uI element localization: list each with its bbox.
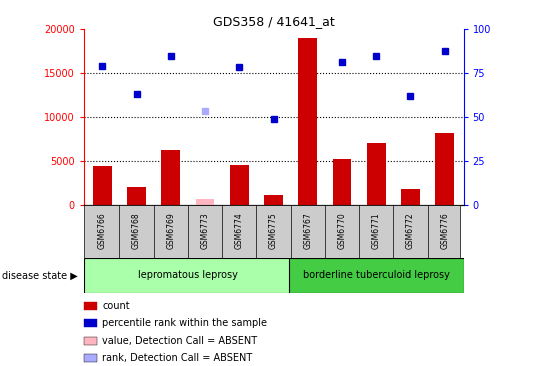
Bar (127, 187, 146, 205)
Text: GSM6767: GSM6767 (303, 212, 312, 249)
Text: disease state ▶: disease state ▶ (2, 270, 78, 280)
Bar (289, 258, 464, 293)
Text: GSM6770: GSM6770 (337, 212, 347, 249)
Text: rank, Detection Call = ABSENT: rank, Detection Call = ABSENT (102, 353, 253, 363)
Text: borderline tuberculoid leprosy: borderline tuberculoid leprosy (303, 270, 450, 280)
Bar (299, 38, 317, 205)
Text: GSM6772: GSM6772 (406, 212, 415, 249)
Bar (230, 165, 248, 205)
Bar (264, 195, 283, 205)
Text: GSM6775: GSM6775 (269, 212, 278, 249)
Bar (161, 150, 180, 205)
Title: GDS358 / 41641_at: GDS358 / 41641_at (213, 15, 334, 28)
Text: count: count (102, 300, 130, 311)
Text: GSM6774: GSM6774 (235, 212, 244, 249)
Text: GSM6766: GSM6766 (98, 212, 107, 249)
Bar (196, 199, 215, 205)
Bar (333, 159, 351, 205)
Bar (84, 258, 292, 293)
Text: percentile rank within the sample: percentile rank within the sample (102, 318, 267, 328)
Text: GSM6773: GSM6773 (201, 212, 210, 249)
Text: GSM6769: GSM6769 (167, 212, 175, 249)
Text: GSM6768: GSM6768 (132, 212, 141, 249)
Text: GSM6776: GSM6776 (440, 212, 449, 249)
Text: value, Detection Call = ABSENT: value, Detection Call = ABSENT (102, 336, 258, 346)
Bar (367, 143, 386, 205)
Bar (436, 133, 454, 205)
Text: GSM6771: GSM6771 (372, 212, 381, 249)
Bar (401, 189, 420, 205)
Text: lepromatous leprosy: lepromatous leprosy (138, 270, 238, 280)
Bar (93, 166, 112, 205)
